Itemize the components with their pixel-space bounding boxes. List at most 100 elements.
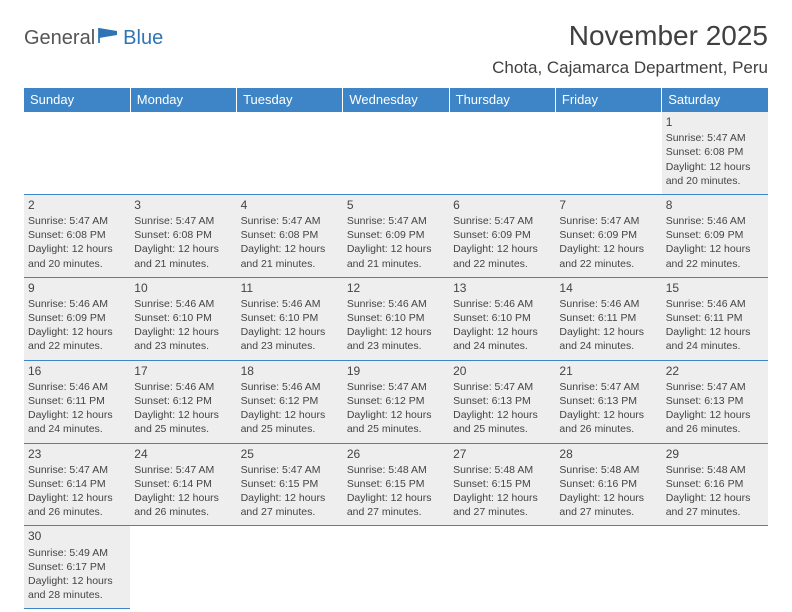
calendar-cell (449, 112, 555, 195)
day-sunset: Sunset: 6:16 PM (666, 477, 764, 491)
calendar-cell: 5Sunrise: 5:47 AMSunset: 6:09 PMDaylight… (343, 194, 449, 277)
day-number: 22 (666, 363, 764, 379)
day-daylight: Daylight: 12 hours and 25 minutes. (134, 408, 232, 436)
day-sunset: Sunset: 6:16 PM (559, 477, 657, 491)
day-sunrise: Sunrise: 5:47 AM (28, 214, 126, 228)
day-number: 24 (134, 446, 232, 462)
flag-icon (97, 26, 121, 50)
calendar-cell: 27Sunrise: 5:48 AMSunset: 6:15 PMDayligh… (449, 443, 555, 526)
day-sunrise: Sunrise: 5:46 AM (134, 380, 232, 394)
day-number: 5 (347, 197, 445, 213)
day-number: 6 (453, 197, 551, 213)
day-daylight: Daylight: 12 hours and 23 minutes. (134, 325, 232, 353)
calendar-cell (449, 526, 555, 609)
day-sunset: Sunset: 6:13 PM (559, 394, 657, 408)
day-number: 14 (559, 280, 657, 296)
day-number: 4 (241, 197, 339, 213)
day-daylight: Daylight: 12 hours and 20 minutes. (28, 242, 126, 270)
calendar-cell (343, 526, 449, 609)
weekday-header: Tuesday (237, 88, 343, 112)
day-number: 16 (28, 363, 126, 379)
calendar-row: 1Sunrise: 5:47 AMSunset: 6:08 PMDaylight… (24, 112, 768, 195)
day-sunrise: Sunrise: 5:47 AM (559, 380, 657, 394)
day-sunrise: Sunrise: 5:47 AM (666, 131, 764, 145)
day-number: 28 (559, 446, 657, 462)
calendar-cell: 4Sunrise: 5:47 AMSunset: 6:08 PMDaylight… (237, 194, 343, 277)
day-sunrise: Sunrise: 5:47 AM (453, 380, 551, 394)
day-sunrise: Sunrise: 5:47 AM (347, 380, 445, 394)
calendar-cell: 22Sunrise: 5:47 AMSunset: 6:13 PMDayligh… (662, 360, 768, 443)
day-sunrise: Sunrise: 5:46 AM (241, 297, 339, 311)
day-sunrise: Sunrise: 5:48 AM (666, 463, 764, 477)
weekday-header: Saturday (662, 88, 768, 112)
day-sunset: Sunset: 6:10 PM (453, 311, 551, 325)
day-daylight: Daylight: 12 hours and 22 minutes. (666, 242, 764, 270)
day-daylight: Daylight: 12 hours and 22 minutes. (559, 242, 657, 270)
calendar-row: 30Sunrise: 5:49 AMSunset: 6:17 PMDayligh… (24, 526, 768, 609)
calendar-cell: 23Sunrise: 5:47 AMSunset: 6:14 PMDayligh… (24, 443, 130, 526)
day-daylight: Daylight: 12 hours and 21 minutes. (347, 242, 445, 270)
calendar-cell: 21Sunrise: 5:47 AMSunset: 6:13 PMDayligh… (555, 360, 661, 443)
day-sunrise: Sunrise: 5:46 AM (134, 297, 232, 311)
day-number: 3 (134, 197, 232, 213)
day-sunset: Sunset: 6:09 PM (559, 228, 657, 242)
calendar-cell: 9Sunrise: 5:46 AMSunset: 6:09 PMDaylight… (24, 277, 130, 360)
day-number: 11 (241, 280, 339, 296)
day-number: 30 (28, 528, 126, 544)
day-daylight: Daylight: 12 hours and 22 minutes. (28, 325, 126, 353)
day-sunset: Sunset: 6:15 PM (241, 477, 339, 491)
calendar-cell: 13Sunrise: 5:46 AMSunset: 6:10 PMDayligh… (449, 277, 555, 360)
day-daylight: Daylight: 12 hours and 25 minutes. (347, 408, 445, 436)
day-sunrise: Sunrise: 5:47 AM (241, 463, 339, 477)
day-daylight: Daylight: 12 hours and 26 minutes. (134, 491, 232, 519)
calendar-cell (130, 526, 236, 609)
day-sunset: Sunset: 6:12 PM (241, 394, 339, 408)
day-number: 26 (347, 446, 445, 462)
day-number: 15 (666, 280, 764, 296)
day-daylight: Daylight: 12 hours and 21 minutes. (134, 242, 232, 270)
calendar-cell: 20Sunrise: 5:47 AMSunset: 6:13 PMDayligh… (449, 360, 555, 443)
day-number: 17 (134, 363, 232, 379)
weekday-header-row: Sunday Monday Tuesday Wednesday Thursday… (24, 88, 768, 112)
day-sunrise: Sunrise: 5:47 AM (28, 463, 126, 477)
day-number: 13 (453, 280, 551, 296)
day-sunset: Sunset: 6:15 PM (347, 477, 445, 491)
day-sunrise: Sunrise: 5:46 AM (666, 297, 764, 311)
calendar-cell: 3Sunrise: 5:47 AMSunset: 6:08 PMDaylight… (130, 194, 236, 277)
day-number: 20 (453, 363, 551, 379)
calendar-row: 23Sunrise: 5:47 AMSunset: 6:14 PMDayligh… (24, 443, 768, 526)
day-sunrise: Sunrise: 5:46 AM (347, 297, 445, 311)
calendar-cell: 11Sunrise: 5:46 AMSunset: 6:10 PMDayligh… (237, 277, 343, 360)
day-daylight: Daylight: 12 hours and 27 minutes. (347, 491, 445, 519)
day-sunrise: Sunrise: 5:46 AM (666, 214, 764, 228)
calendar-cell (555, 112, 661, 195)
day-sunset: Sunset: 6:17 PM (28, 560, 126, 574)
day-sunrise: Sunrise: 5:46 AM (28, 380, 126, 394)
calendar-cell (555, 526, 661, 609)
calendar-cell: 14Sunrise: 5:46 AMSunset: 6:11 PMDayligh… (555, 277, 661, 360)
day-sunset: Sunset: 6:13 PM (453, 394, 551, 408)
weekday-header: Friday (555, 88, 661, 112)
day-daylight: Daylight: 12 hours and 26 minutes. (28, 491, 126, 519)
day-number: 10 (134, 280, 232, 296)
day-sunset: Sunset: 6:09 PM (28, 311, 126, 325)
day-daylight: Daylight: 12 hours and 21 minutes. (241, 242, 339, 270)
calendar-row: 9Sunrise: 5:46 AMSunset: 6:09 PMDaylight… (24, 277, 768, 360)
calendar-cell: 1Sunrise: 5:47 AMSunset: 6:08 PMDaylight… (662, 112, 768, 195)
day-daylight: Daylight: 12 hours and 24 minutes. (666, 325, 764, 353)
calendar-cell: 18Sunrise: 5:46 AMSunset: 6:12 PMDayligh… (237, 360, 343, 443)
calendar-table: Sunday Monday Tuesday Wednesday Thursday… (24, 88, 768, 609)
calendar-cell: 8Sunrise: 5:46 AMSunset: 6:09 PMDaylight… (662, 194, 768, 277)
day-number: 8 (666, 197, 764, 213)
day-sunset: Sunset: 6:14 PM (28, 477, 126, 491)
day-daylight: Daylight: 12 hours and 25 minutes. (453, 408, 551, 436)
day-sunset: Sunset: 6:08 PM (134, 228, 232, 242)
day-daylight: Daylight: 12 hours and 25 minutes. (241, 408, 339, 436)
weekday-header: Sunday (24, 88, 130, 112)
logo: General Blue (24, 20, 163, 50)
day-sunset: Sunset: 6:15 PM (453, 477, 551, 491)
calendar-cell (662, 526, 768, 609)
day-sunrise: Sunrise: 5:47 AM (453, 214, 551, 228)
title-block: November 2025 Chota, Cajamarca Departmen… (492, 20, 768, 78)
day-sunrise: Sunrise: 5:47 AM (559, 214, 657, 228)
